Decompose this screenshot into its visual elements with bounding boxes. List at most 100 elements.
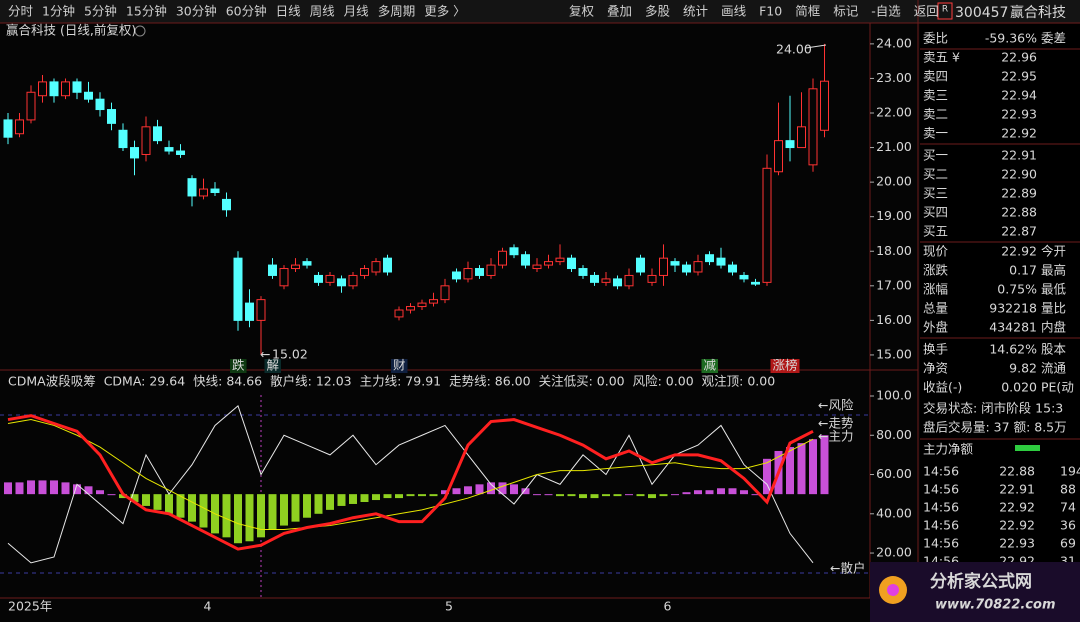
y-tick-label: 20.00: [876, 174, 912, 189]
histogram-bar: [383, 494, 392, 499]
histogram-bar: [487, 482, 495, 495]
toolbar-item[interactable]: 60分钟: [226, 4, 267, 19]
candle-body: [590, 274, 599, 283]
candle-body: [187, 178, 197, 197]
toolbar-item[interactable]: -自选: [871, 4, 901, 19]
trade-volume: 69: [1060, 536, 1076, 551]
toolbar-item[interactable]: 多周期: [378, 4, 416, 19]
indicator-line: [7, 414, 814, 551]
histogram-bar: [464, 486, 472, 495]
event-tag: 财: [393, 358, 406, 373]
toolbar-item[interactable]: 15分钟: [126, 4, 167, 19]
candle-body: [808, 88, 818, 166]
histogram-bar: [544, 494, 553, 496]
candle-body: [72, 81, 82, 93]
quote-label: 净资: [923, 361, 948, 376]
histogram-bar: [337, 494, 346, 506]
histogram-bar: [291, 494, 300, 522]
histogram-bar: [395, 494, 403, 499]
toolbar-item[interactable]: 月线: [344, 4, 370, 19]
quote-label: 买四: [923, 205, 948, 220]
y-tick-label: 80.00: [876, 427, 912, 442]
badge: R: [942, 5, 948, 15]
candle-body: [95, 98, 105, 111]
toolbar-item[interactable]: 标记: [833, 4, 859, 19]
event-tag-bg: [230, 359, 247, 373]
x-tick-label: 2025年: [8, 599, 52, 614]
quote-value: 22.92: [1001, 244, 1037, 259]
high-annotation: 24.00: [776, 42, 812, 57]
toolbar-bg: [0, 0, 1080, 23]
histogram-bar: [153, 494, 162, 510]
toolbar-item[interactable]: 周线: [310, 4, 336, 19]
toolbar-item[interactable]: 分时: [8, 4, 34, 19]
histogram-bar: [452, 488, 461, 495]
event-tag-bg: [264, 359, 282, 373]
toolbar-item[interactable]: 画线: [721, 4, 747, 19]
histogram-bar: [625, 494, 633, 496]
toolbar-item[interactable]: 多股: [645, 4, 671, 19]
legend-item: 快线: 84.66: [193, 374, 262, 389]
toolbar-item[interactable]: 1分钟: [42, 4, 75, 19]
toolbar-item[interactable]: F10: [759, 4, 782, 19]
quote-label: 买五: [923, 224, 948, 239]
candle-body: [682, 264, 691, 273]
histogram-bar: [659, 494, 668, 497]
badge-box: [937, 2, 953, 20]
candle-body: [233, 257, 243, 321]
candle-body: [348, 274, 358, 287]
toolbar-item[interactable]: 叠加: [607, 4, 632, 19]
candle-body: [15, 119, 24, 135]
histogram-bar: [809, 439, 817, 495]
indicator-line: [7, 404, 814, 564]
candle-body: [130, 147, 139, 159]
quote-value: 0.17: [1009, 263, 1037, 278]
candle-body: [371, 261, 381, 273]
net-label: 主力净额: [923, 442, 974, 457]
histogram-bar: [4, 482, 12, 495]
toolbar-item[interactable]: 30分钟: [176, 4, 217, 19]
histogram-bar: [257, 494, 265, 538]
toolbar-item[interactable]: 更多 〉: [424, 4, 465, 19]
candle-body: [521, 254, 530, 266]
histogram-bar: [349, 494, 357, 504]
histogram-bar: [188, 494, 196, 522]
line-label: ←主力: [818, 429, 853, 444]
candle-body: [624, 274, 634, 287]
candle-body: [302, 261, 312, 266]
histogram-bar: [705, 490, 714, 495]
candle-body: [429, 299, 438, 304]
toolbar-item[interactable]: 统计: [683, 4, 708, 19]
legend-item: 观注顶: 0.00: [702, 374, 776, 389]
toolbar-item[interactable]: 复权: [569, 4, 595, 19]
x-tick-label: 5: [445, 599, 453, 614]
candle-body: [705, 254, 714, 263]
candle-body: [84, 91, 93, 100]
quote-value: 22.89: [1001, 186, 1037, 201]
candle-body: [118, 129, 128, 149]
histogram-bar: [671, 494, 679, 496]
histogram-bar: [418, 494, 426, 497]
quote-label: 换手: [923, 342, 948, 357]
quote-label: 外盘: [923, 320, 948, 335]
histogram-bar: [199, 494, 208, 528]
event-tag: 减: [704, 358, 717, 373]
histogram-bar: [556, 494, 564, 497]
trade-price: 22.88: [999, 464, 1035, 479]
toolbar-item[interactable]: 简框: [795, 4, 821, 19]
candle-body: [452, 271, 461, 280]
candle-body: [394, 309, 404, 318]
y-tick-label: 16.00: [876, 312, 912, 327]
y-tick-label: 21.00: [876, 139, 912, 154]
dropdown-icon[interactable]: [134, 25, 146, 37]
candle-body: [820, 80, 829, 131]
histogram-bar: [694, 490, 702, 495]
toolbar-item[interactable]: 返回: [914, 4, 939, 19]
toolbar-item[interactable]: 5分钟: [84, 4, 117, 19]
quote-label: 买一: [923, 148, 948, 163]
status-line: 交易状态: 闭市阶段 15:3: [923, 401, 1063, 416]
histogram-bar: [498, 482, 507, 495]
toolbar-item[interactable]: 日线: [276, 4, 302, 19]
quote-value: 9.82: [1009, 361, 1037, 376]
